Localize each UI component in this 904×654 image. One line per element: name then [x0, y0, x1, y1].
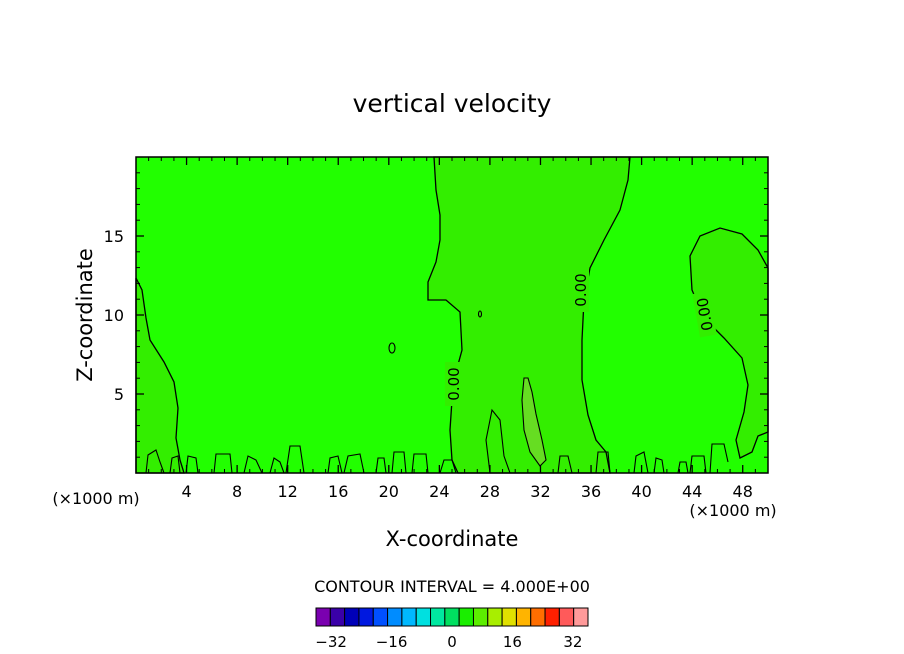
colorbar-swatch: [329, 607, 346, 627]
contour-interval-text: CONTOUR INTERVAL = 4.000E+00: [314, 577, 590, 596]
x-tick-label: 8: [232, 482, 242, 501]
colorbar-swatch: [558, 607, 575, 627]
x-tick-label: 40: [631, 482, 651, 501]
contour-region-right: [689, 227, 769, 459]
x-tick-label: 36: [581, 482, 601, 501]
colorbar-tick-labels: −32 −16 0 16 32: [315, 633, 582, 651]
x-tick-label: 44: [682, 482, 702, 501]
colorbar-swatch: [387, 607, 403, 627]
colorbar-tick-label: −32: [315, 633, 347, 651]
x-tick-label: 32: [530, 482, 550, 501]
colorbar-swatch: [344, 607, 360, 627]
colorbar-tick-label: 0: [447, 633, 457, 651]
x-tick-label: 28: [480, 482, 500, 501]
y-tick-label: 15: [104, 227, 124, 246]
colorbar-swatch: [501, 607, 517, 627]
svg-text:0.00: 0.00: [445, 367, 463, 400]
x-unit-right: (×1000 m): [689, 501, 776, 520]
colorbar-swatch: [415, 607, 432, 627]
x-unit-left: (×1000 m): [52, 489, 139, 508]
colorbar-swatch: [544, 607, 560, 627]
y-axis-label: Z-coordinate: [73, 248, 97, 382]
colorbar-swatch: [573, 607, 589, 627]
x-axis-ticks: 4 8 12 16 20 24 28 32 36 40 44 48: [148, 157, 756, 501]
plot-area: 0.00 0.00 0.00: [135, 156, 769, 474]
chart-title: vertical velocity: [353, 89, 552, 118]
svg-text:0.00: 0.00: [693, 296, 717, 332]
colorbar-swatch: [372, 607, 389, 627]
colorbar-tick-label: −16: [376, 633, 408, 651]
colorbar-swatch: [515, 607, 532, 627]
contour-label-1: 0.00: [445, 362, 463, 406]
y-tick-label: 5: [114, 385, 124, 404]
colorbar: [315, 607, 589, 627]
colorbar-swatch: [530, 607, 546, 627]
colorbar-tick-label: 16: [503, 633, 522, 651]
contour-label-3: 0.00: [692, 291, 717, 338]
y-tick-label: 10: [104, 306, 124, 325]
x-tick-label: 16: [328, 482, 348, 501]
x-axis-label: X-coordinate: [386, 527, 519, 551]
contour-label-2: 0.00: [572, 268, 590, 312]
colorbar-swatch: [315, 607, 331, 627]
x-tick-label: 12: [278, 482, 298, 501]
contour-region-core: [521, 377, 547, 467]
colorbar-swatch: [401, 607, 417, 627]
svg-text:0.00: 0.00: [572, 273, 590, 306]
x-tick-label: 24: [429, 482, 449, 501]
colorbar-swatch: [458, 607, 474, 627]
colorbar-tick-label: 32: [563, 633, 582, 651]
colorbar-swatch: [487, 607, 503, 627]
x-tick-label: 48: [733, 482, 753, 501]
colorbar-swatch: [444, 607, 460, 627]
colorbar-swatch: [358, 607, 374, 627]
contour-region-center: [427, 156, 631, 474]
near-ground-contours: [145, 310, 729, 474]
y-axis-ticks: 5 10 15: [104, 172, 768, 458]
colorbar-swatch: [430, 607, 446, 627]
x-tick-label: 20: [379, 482, 399, 501]
x-tick-label: 4: [181, 482, 191, 501]
colorbar-swatch: [472, 607, 489, 627]
